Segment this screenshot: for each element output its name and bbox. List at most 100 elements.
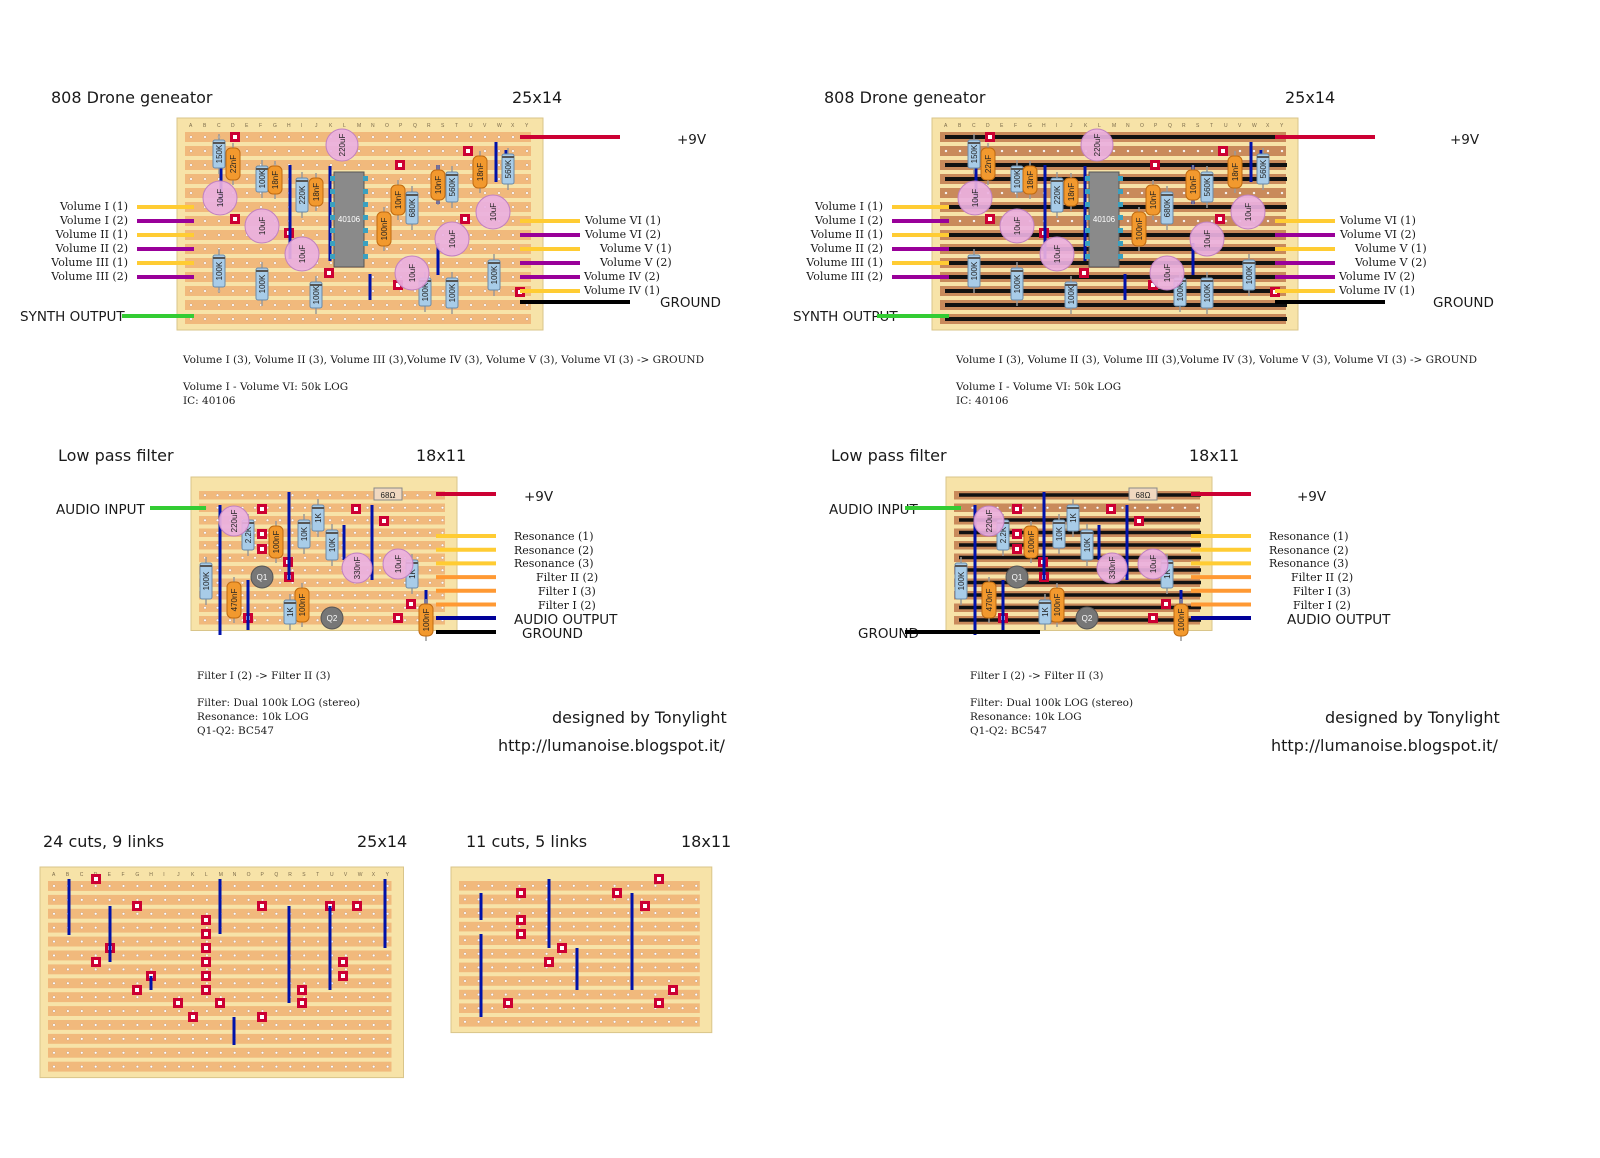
electrolytic-value: 220uF (230, 510, 239, 533)
hole (329, 303, 333, 307)
hole (694, 1006, 698, 1010)
hole (483, 261, 487, 265)
hole (403, 493, 407, 497)
hole (372, 954, 376, 957)
hole (191, 1037, 195, 1041)
hole (219, 940, 223, 943)
hole (413, 135, 417, 139)
hole (427, 247, 431, 251)
column-letter: N (371, 123, 375, 129)
hole (1000, 191, 1004, 195)
hole (694, 979, 698, 983)
hole (261, 995, 264, 999)
credit-b-url[interactable]: http://lumanoise.blogspot.it/ (1271, 736, 1498, 755)
hole (191, 1065, 195, 1069)
electrolytic-capacitor (382, 548, 414, 580)
copper-strip (199, 591, 445, 600)
column-letter: T (316, 872, 319, 878)
resistor-band (968, 257, 980, 259)
resistor-band (1201, 280, 1213, 282)
hole (108, 995, 112, 999)
resistor-body (445, 277, 459, 309)
track-cut-hole (135, 904, 139, 908)
hole (233, 954, 237, 957)
hole (231, 303, 235, 307)
hole (413, 163, 417, 167)
lpf-note-filter: Filter: Dual 100k LOG (stereo) (197, 697, 361, 709)
hole (122, 1009, 125, 1013)
hole (497, 233, 501, 237)
hole (353, 518, 357, 522)
track-cut-hole (1151, 616, 1155, 620)
electrolytic-value: 10uF (258, 217, 267, 235)
track-cut-hole (260, 507, 264, 511)
hole (330, 1037, 334, 1041)
ic-pin (330, 215, 335, 220)
hole (316, 981, 320, 985)
hole (1183, 506, 1187, 510)
copper-strip (459, 989, 700, 1000)
hole (441, 317, 445, 321)
track-cut-hole (300, 1001, 304, 1005)
hole (288, 1065, 292, 1069)
column-letter: Q (274, 872, 278, 878)
hole (504, 979, 508, 983)
hole (399, 149, 403, 153)
hole (653, 993, 657, 997)
track-cut-hole (300, 988, 304, 992)
hole (302, 1009, 306, 1013)
hole (203, 275, 207, 279)
hole (135, 926, 139, 930)
column-letter: K (329, 123, 333, 129)
hole (531, 965, 535, 969)
hole (66, 1065, 70, 1069)
hole (205, 1037, 209, 1041)
hole (599, 1006, 603, 1010)
hole (599, 938, 603, 942)
hole (428, 518, 432, 522)
ic-pin (1118, 228, 1123, 233)
hole (245, 261, 249, 265)
hole (372, 1065, 376, 1069)
capacitor-body (1145, 184, 1161, 216)
hole (558, 1020, 562, 1024)
hole (241, 493, 244, 497)
hole (266, 493, 269, 497)
hole (135, 1051, 139, 1055)
hole (441, 135, 445, 139)
hole (681, 1006, 685, 1010)
hole (291, 493, 294, 497)
column-letter: O (247, 872, 251, 878)
resistor-body (283, 599, 297, 625)
hole (149, 1037, 153, 1041)
hole (511, 233, 515, 237)
hole (413, 233, 417, 237)
hole (585, 965, 589, 969)
hole (353, 618, 357, 622)
hole (247, 1065, 251, 1069)
hole (511, 261, 515, 265)
hole (399, 247, 403, 251)
hole (203, 219, 207, 223)
hole (328, 493, 332, 497)
lpf-b-note-filter: Filter: Dual 100k LOG (stereo) (970, 697, 1134, 709)
hole (261, 981, 264, 985)
hole (1280, 191, 1284, 195)
hole (483, 303, 487, 307)
hole (358, 1023, 362, 1027)
capacitor-body (1022, 165, 1038, 195)
hole (1196, 219, 1200, 223)
hole (1096, 506, 1099, 510)
hole (301, 233, 305, 237)
track-cut-hole (382, 519, 386, 523)
hole (428, 556, 432, 560)
credit-url[interactable]: http://lumanoise.blogspot.it/ (498, 736, 725, 755)
hole (205, 926, 209, 930)
resistor-body (1066, 504, 1080, 532)
hole (599, 925, 603, 929)
hole (653, 925, 657, 929)
hole (427, 135, 431, 139)
track-cut-hole (94, 877, 98, 881)
hole (626, 911, 630, 915)
pot-wire-label-right: Volume V (2) (1355, 256, 1427, 269)
